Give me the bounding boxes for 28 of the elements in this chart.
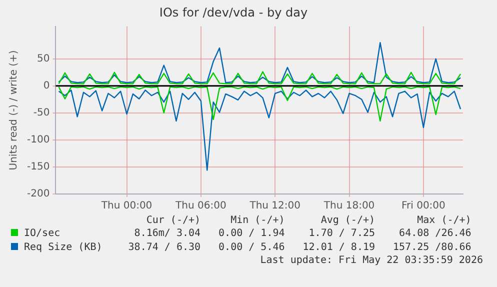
y-tick-label: 0 <box>43 80 50 92</box>
text: 8.16m/ 3.04 <box>133 227 201 241</box>
y-tick-label: -150 <box>26 162 50 173</box>
text: Cur (-/+) <box>145 215 201 227</box>
chart-title: IOs for /dev/vda - by day <box>159 5 308 20</box>
y-axis-title: Units read (-) / write (+) <box>8 50 20 170</box>
x-tick-label: Thu 06:00 <box>174 200 226 212</box>
text: 157.25 /80.66 <box>392 241 472 255</box>
text: 1.70 / 7.25 <box>308 227 376 241</box>
text: 38.74 / 6.30 <box>127 241 201 255</box>
y-tick-label: -50 <box>33 107 50 118</box>
text: Avg (-/+) <box>320 215 376 227</box>
y-tick-label: -100 <box>26 134 50 146</box>
legend-label: IO/sec <box>23 227 62 241</box>
text: Max (-/+) <box>416 215 472 227</box>
x-tick-label: Thu 00:00 <box>100 200 152 212</box>
y-tick-label: -200 <box>26 188 50 200</box>
text: Min (-/+) <box>230 215 285 227</box>
y-tick-label: 50 <box>36 53 50 64</box>
x-tick-label: Thu 12:00 <box>248 200 300 212</box>
text: 0.00 / 1.94 <box>218 227 285 241</box>
text: Last update: Fri May 22 03:35:59 2026 <box>260 255 483 266</box>
text: 12.01 / 8.19 <box>302 241 376 255</box>
x-tick-label: Fri 00:00 <box>401 200 446 212</box>
text: 0.00 / 5.46 <box>218 241 285 255</box>
legend-label: Req Size (KB) <box>23 241 104 255</box>
x-tick-label: Thu 18:00 <box>322 200 375 212</box>
text: 64.08 /26.46 <box>398 227 472 241</box>
